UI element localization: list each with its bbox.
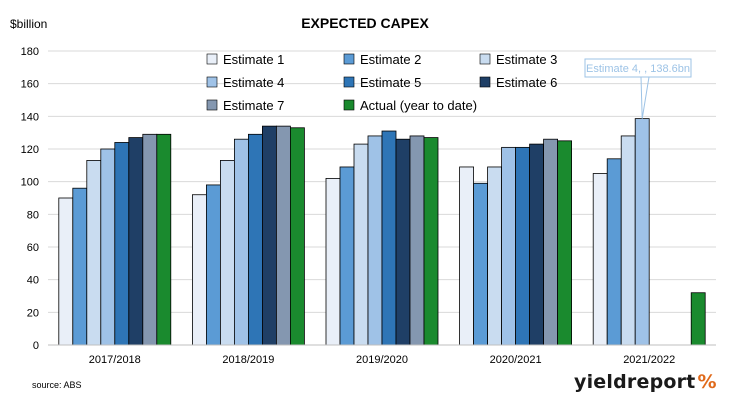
bar	[529, 143, 544, 346]
bar	[100, 148, 116, 346]
legend-swatch	[206, 99, 218, 111]
bar	[473, 182, 489, 346]
bar	[339, 166, 355, 346]
legend-swatch	[479, 76, 491, 88]
legend-label: Estimate 5	[360, 75, 421, 90]
bar	[191, 194, 207, 346]
bar	[261, 125, 277, 346]
legend-swatch	[206, 53, 218, 65]
x-tick-label: 2018/2019	[222, 354, 274, 366]
bar	[690, 292, 706, 346]
bar	[58, 197, 74, 346]
y-tick-label: 80	[27, 209, 39, 221]
bar	[86, 160, 102, 346]
y-tick-label: 180	[21, 46, 39, 58]
legend-swatch	[343, 99, 355, 111]
bar	[487, 166, 503, 346]
legend-swatch	[343, 76, 355, 88]
legend-label: Estimate 7	[223, 98, 284, 113]
bar	[289, 127, 305, 346]
bar	[353, 143, 369, 346]
y-tick-label: 120	[21, 144, 39, 156]
bar	[409, 135, 425, 346]
bar	[501, 146, 517, 346]
x-tick-label: 2019/2020	[356, 354, 408, 366]
bar	[275, 125, 291, 346]
bar	[219, 160, 235, 346]
y-tick-label: 40	[27, 275, 39, 287]
legend-swatch	[479, 53, 491, 65]
legend-label: Estimate 3	[496, 52, 557, 67]
bar	[325, 177, 341, 346]
bar	[156, 133, 172, 346]
annotation-label: Estimate 4, , 138.6bn	[586, 63, 690, 75]
y-tick-label: 160	[21, 79, 39, 91]
legend-label: Estimate 6	[496, 75, 557, 90]
legend-swatch	[206, 76, 218, 88]
bar	[557, 140, 572, 346]
percent-icon: %	[697, 371, 717, 393]
bar	[459, 166, 475, 346]
y-tick-label: 140	[21, 111, 39, 123]
bar	[142, 133, 158, 346]
y-tick-label: 60	[27, 242, 39, 254]
bar	[128, 137, 144, 346]
x-tick-label: 2017/2018	[89, 354, 141, 366]
legend-swatch	[343, 53, 355, 65]
bar	[247, 133, 263, 346]
bar	[543, 138, 558, 346]
bar	[423, 137, 439, 346]
legend-label: Actual (year to date)	[360, 98, 477, 113]
source-note: source: ABS	[32, 380, 82, 390]
y-tick-label: 20	[27, 307, 39, 319]
bar	[606, 158, 622, 346]
bar	[72, 187, 88, 346]
x-tick-label: 2020/2021	[490, 354, 542, 366]
bar	[634, 118, 650, 346]
yieldreport-logo: yieldreport%	[574, 371, 717, 393]
bar	[395, 138, 411, 346]
legend-label: Estimate 2	[360, 52, 421, 67]
bar	[233, 138, 249, 346]
bar	[205, 184, 221, 346]
annotation-leader	[641, 76, 650, 119]
y-unit-label: $billion	[10, 17, 47, 31]
bar	[114, 142, 130, 346]
logo-word-report: report	[626, 371, 696, 393]
bar	[367, 135, 383, 346]
bar	[620, 135, 636, 346]
bar	[381, 130, 397, 346]
logo-word-yield: yield	[574, 371, 627, 393]
legend-label: Estimate 1	[223, 52, 284, 67]
x-tick-label: 2021/2022	[623, 354, 675, 366]
y-tick-label: 100	[21, 177, 39, 189]
bar	[592, 173, 608, 346]
legend-label: Estimate 4	[223, 75, 284, 90]
bar	[515, 146, 530, 346]
annotation-leader	[640, 76, 643, 119]
y-tick-label: 0	[33, 340, 39, 352]
chart-title: EXPECTED CAPEX	[301, 15, 429, 31]
annotation-box	[584, 58, 692, 78]
